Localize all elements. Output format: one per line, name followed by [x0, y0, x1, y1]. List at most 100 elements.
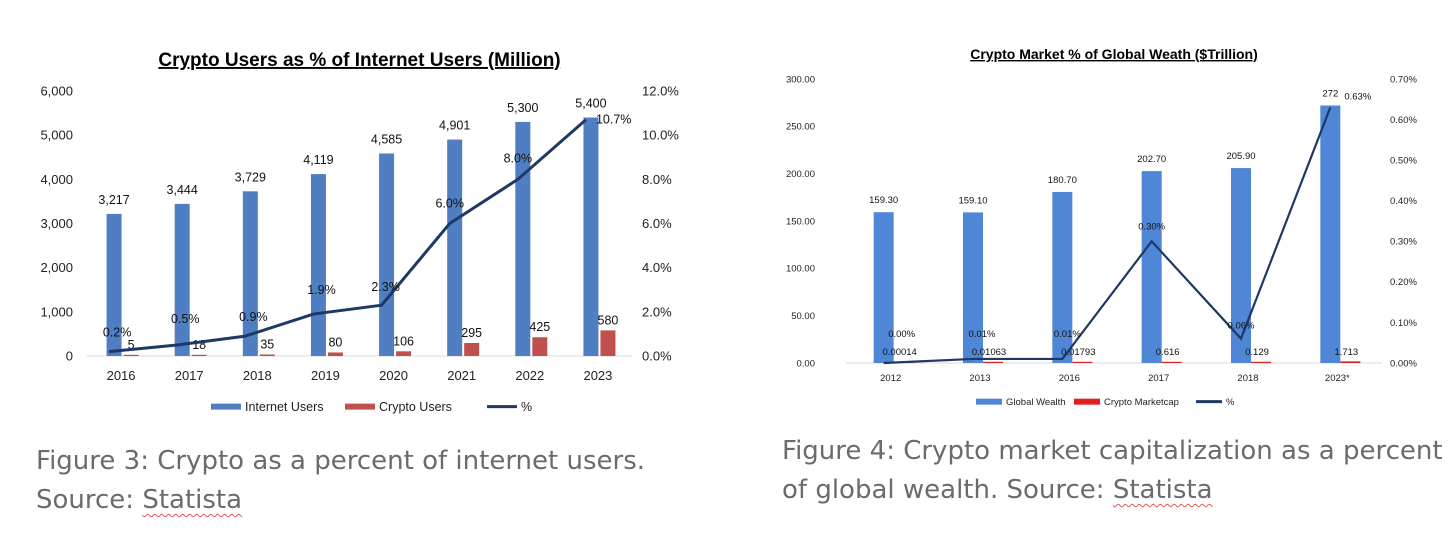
x-tick-label: 2016: [1059, 373, 1080, 384]
line-series-percent: [108, 118, 587, 354]
bar-crypto-users: [259, 354, 275, 356]
bar-crypto-marketcap: [1161, 361, 1182, 363]
y2-tick-label: 6.0%: [642, 216, 672, 231]
chart-global-wealth: Crypto Market % of Global Weath ($Trilli…: [786, 46, 1418, 408]
y2-tick-label: 8.0%: [642, 172, 672, 187]
x-tick-label: 2017: [175, 368, 204, 383]
bar-internet-users: [174, 203, 190, 356]
data-label: 0.616: [1156, 347, 1180, 358]
x-tick-label: 2020: [379, 368, 408, 383]
y2-tick-label: 0.0%: [642, 349, 672, 364]
figure-4-source-link[interactable]: Statista: [1112, 475, 1213, 505]
figure-4-caption-text: Figure 4: Crypto market capitalization a…: [782, 436, 1443, 505]
y-tick-label: 0.00: [797, 358, 816, 369]
x-tick-label: 2021: [447, 368, 476, 383]
bar-crypto-users: [327, 352, 343, 356]
bar-crypto-marketcap: [1251, 361, 1271, 363]
line-data-label: 0.01%: [969, 329, 996, 340]
data-label: 3,444: [167, 183, 198, 197]
bar-internet-users: [106, 213, 122, 356]
data-label: 159.30: [869, 195, 898, 206]
bar-global-wealth: [963, 212, 983, 363]
y-tick-label: 6,000: [40, 84, 73, 99]
data-label: 202.70: [1137, 154, 1166, 165]
y-tick-label: 0: [66, 349, 73, 364]
legend-label: Internet Users: [245, 400, 324, 414]
x-tick-label: 2018: [1237, 373, 1258, 384]
figure-3-source-link[interactable]: Statista: [142, 485, 243, 515]
data-label: 18: [192, 338, 206, 352]
data-label: 159.10: [958, 195, 987, 206]
data-label: 580: [598, 313, 619, 327]
bar-global-wealth: [1052, 191, 1073, 363]
line-data-label: 0.30%: [1138, 221, 1165, 232]
line-data-label: 1.9%: [307, 283, 336, 297]
data-label: 0.00014: [882, 347, 916, 358]
legend-label: %: [521, 400, 532, 414]
y-tick-label: 4,000: [40, 172, 73, 187]
line-data-label: 0.06%: [1228, 321, 1255, 332]
legend-swatch: [976, 398, 1002, 405]
data-label: 0.129: [1245, 347, 1269, 358]
data-label: 4,585: [371, 132, 402, 146]
line-series-percent: [883, 107, 1332, 365]
bar-global-wealth: [1141, 171, 1162, 363]
data-label: 1.713: [1334, 347, 1358, 358]
data-label: 205.90: [1226, 151, 1255, 162]
legend-label: Crypto Users: [379, 400, 452, 414]
y-tick-label: 250.00: [786, 122, 815, 133]
y2-tick-label: 2.0%: [642, 304, 672, 319]
bar-global-wealth: [873, 212, 894, 363]
bar-crypto-users: [464, 342, 480, 356]
bar-crypto-users: [191, 354, 207, 356]
y2-tick-label: 12.0%: [642, 84, 679, 99]
y2-tick-label: 4.0%: [642, 260, 672, 275]
legend-swatch: [211, 403, 241, 410]
data-label: 3,217: [98, 193, 129, 207]
data-label: 295: [461, 326, 482, 340]
data-label: 5,300: [507, 101, 538, 115]
legend-label: %: [1226, 397, 1235, 408]
y-tick-label: 1,000: [40, 304, 73, 319]
y-tick-label: 200.00: [786, 169, 815, 180]
legend-label: Crypto Marketcap: [1104, 397, 1179, 408]
data-label: 5: [128, 338, 135, 352]
figure-3-caption-text: Figure 3: Crypto as a percent of interne…: [36, 446, 646, 515]
y2-tick-label: 10.0%: [642, 128, 679, 143]
data-label: 5,400: [575, 97, 606, 111]
data-label: 3,729: [235, 170, 266, 184]
data-label: 80: [328, 335, 342, 349]
bar-crypto-users: [532, 337, 548, 356]
chart-title: Crypto Market % of Global Weath ($Trilli…: [970, 46, 1258, 62]
y2-tick-label: 0.30%: [1390, 237, 1417, 248]
bar-crypto-marketcap: [1340, 361, 1361, 363]
y2-tick-label: 0.40%: [1390, 196, 1417, 207]
x-tick-label: 2019: [311, 368, 340, 383]
bar-crypto-users: [123, 354, 139, 356]
chart-internet-users: Crypto Users as % of Internet Users (Mil…: [40, 50, 679, 414]
x-tick-label: 2022: [515, 368, 544, 383]
data-label: 4,901: [439, 119, 470, 133]
line-data-label: 2.3%: [371, 280, 400, 294]
bar-global-wealth: [1320, 105, 1341, 364]
data-label: 272: [1322, 89, 1338, 100]
bar-internet-users: [379, 153, 395, 356]
bar-global-wealth: [1231, 168, 1251, 363]
legend-swatch: [1074, 398, 1100, 405]
data-label: 35: [260, 337, 274, 351]
data-label: 0.01793: [1061, 347, 1095, 358]
line-data-label: 0.00%: [888, 329, 915, 340]
y2-tick-label: 0.00%: [1390, 358, 1417, 369]
line-data-label: 8.0%: [504, 151, 533, 165]
data-label: 106: [393, 334, 414, 348]
y2-tick-label: 0.50%: [1390, 155, 1417, 166]
y-tick-label: 300.00: [786, 74, 815, 85]
y-tick-label: 150.00: [786, 216, 815, 227]
data-label: 0.01063: [972, 347, 1006, 358]
data-label: 180.70: [1048, 175, 1077, 186]
y-tick-label: 5,000: [40, 128, 73, 143]
x-tick-label: 2023*: [1325, 373, 1350, 384]
line-data-label: 0.63%: [1344, 91, 1371, 102]
line-data-label: 6.0%: [435, 197, 464, 211]
bar-internet-users: [583, 117, 599, 356]
